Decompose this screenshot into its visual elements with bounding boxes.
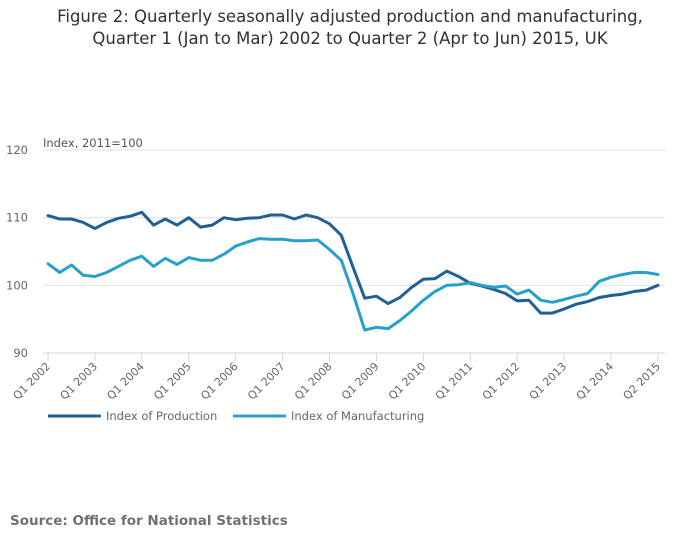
x-tick-label: Q1 2002 xyxy=(11,360,54,403)
legend-item: Index of Manufacturing xyxy=(233,409,424,423)
x-axis: Q1 2002 Q1 2003 Q1 2004 Q1 2005 Q1 2006 Q1 20… xyxy=(11,353,663,402)
series-lines xyxy=(46,210,660,332)
source-note: Source: Office for National Statistics xyxy=(10,513,288,529)
y-tick-label: 120 xyxy=(6,143,28,157)
x-tick-label: Q1 2005 xyxy=(151,360,194,403)
chart-title-line-1: Figure 2: Quarterly seasonally adjusted … xyxy=(57,7,643,26)
legend: Index of Production Index of Manufacturin… xyxy=(48,409,424,423)
x-tick-label: Q1 2006 xyxy=(198,360,241,403)
x-tick-label: Q1 2004 xyxy=(104,360,147,403)
y-tick-label: 110 xyxy=(6,211,28,225)
y-axis-label: Index, 2011=100 xyxy=(43,136,143,150)
x-tick-label: Q1 2007 xyxy=(245,360,288,403)
chart-title-line-2: Quarter 1 (Jan to Mar) 2002 to Quarter 2… xyxy=(92,29,608,48)
y-tick-label: 90 xyxy=(13,346,28,360)
x-tick-label: Q1 2012 xyxy=(480,360,523,403)
x-tick-label: Q1 2011 xyxy=(433,360,476,403)
series-line-index-of-production xyxy=(46,210,660,315)
series-line-index-of-manufacturing xyxy=(46,237,660,332)
y-axis: 90 100 110 120 xyxy=(6,143,28,360)
x-tick-label: Q1 2013 xyxy=(527,360,570,403)
legend-label: Index of Production xyxy=(106,409,217,423)
x-tick-label: Q1 2009 xyxy=(339,360,382,403)
gridlines xyxy=(43,149,665,354)
legend-label: Index of Manufacturing xyxy=(291,409,424,423)
x-tick-label: Q1 2008 xyxy=(292,360,335,403)
legend-item: Index of Production xyxy=(48,409,217,423)
chart-title: Figure 2: Quarterly seasonally adjusted … xyxy=(0,6,700,50)
x-tick-label: Q1 2014 xyxy=(574,360,617,403)
y-tick-label: 100 xyxy=(6,278,28,292)
x-tick-label: Q1 2010 xyxy=(386,360,429,403)
x-tick-label: Q1 2003 xyxy=(58,360,101,403)
x-tick-label: Q2 2015 xyxy=(621,360,664,403)
